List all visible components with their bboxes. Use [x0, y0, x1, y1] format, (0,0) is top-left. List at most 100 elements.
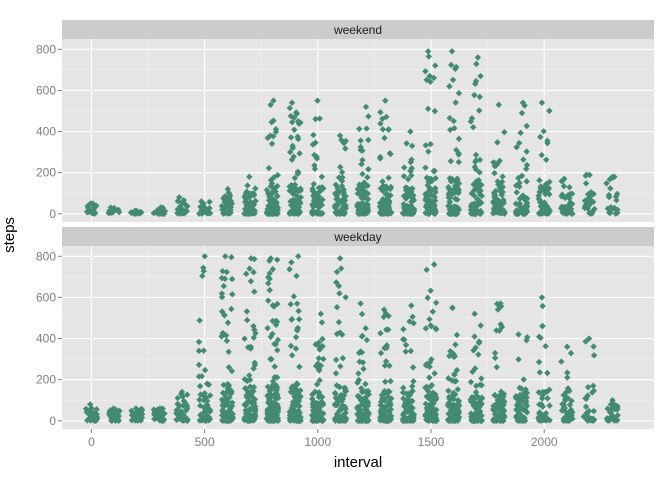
data-point — [206, 198, 213, 206]
data-point — [446, 114, 453, 122]
data-point — [159, 206, 167, 213]
data-point — [377, 153, 384, 161]
data-point — [536, 199, 544, 206]
data-point — [402, 341, 410, 349]
data-point — [399, 389, 407, 396]
data-point — [498, 323, 506, 331]
data-point — [378, 202, 386, 210]
data-point — [339, 415, 346, 422]
data-point — [249, 190, 256, 198]
data-point — [446, 396, 454, 403]
data-point — [455, 402, 463, 409]
data-point — [409, 191, 416, 199]
data-point — [218, 293, 226, 301]
data-point — [450, 117, 457, 125]
data-point — [382, 202, 389, 210]
data-point — [409, 416, 416, 423]
data-point — [400, 384, 407, 392]
data-point — [428, 381, 436, 389]
data-point — [401, 401, 409, 408]
data-point — [520, 156, 527, 163]
data-point — [429, 209, 437, 216]
y-tick-label: 0 — [49, 207, 56, 221]
data-point — [356, 406, 363, 413]
data-point — [431, 197, 439, 204]
data-point — [402, 348, 409, 355]
data-point — [227, 204, 234, 211]
data-point-peak — [538, 99, 546, 106]
data-point — [517, 129, 524, 137]
data-point — [218, 333, 225, 340]
data-point — [544, 369, 551, 377]
data-point — [385, 174, 392, 182]
data-point — [290, 189, 298, 196]
data-point — [318, 201, 326, 209]
data-point — [264, 205, 271, 213]
data-point — [426, 177, 434, 185]
data-point — [218, 290, 226, 297]
data-point — [493, 327, 500, 334]
data-point — [561, 209, 569, 216]
data-point — [250, 405, 257, 413]
data-point — [535, 358, 543, 366]
data-point — [203, 401, 210, 409]
data-point — [250, 365, 257, 372]
data-point — [385, 126, 392, 133]
data-point — [251, 210, 258, 217]
data-point — [270, 196, 277, 203]
data-point — [154, 414, 161, 422]
data-point — [296, 409, 303, 417]
data-point — [560, 182, 568, 190]
data-point — [385, 326, 392, 333]
points-weekday — [82, 253, 621, 424]
data-point — [387, 400, 394, 408]
data-point — [333, 304, 341, 311]
data-point-peak — [317, 310, 324, 318]
data-point — [338, 182, 346, 190]
data-point — [292, 333, 300, 341]
data-point — [433, 406, 440, 414]
data-point — [540, 186, 547, 194]
data-point — [589, 382, 597, 390]
data-point — [498, 178, 506, 186]
data-point — [512, 393, 520, 400]
data-point — [586, 171, 593, 179]
data-point — [518, 416, 525, 424]
data-point — [535, 333, 543, 341]
data-point — [229, 291, 236, 298]
data-point — [221, 402, 229, 409]
data-point — [405, 186, 412, 194]
data-point — [91, 410, 98, 418]
data-point — [319, 335, 326, 343]
data-point — [336, 290, 343, 297]
data-point — [568, 200, 576, 208]
data-point — [271, 363, 278, 370]
data-point — [539, 302, 546, 310]
data-point-peak — [110, 405, 117, 412]
data-point — [538, 151, 545, 159]
data-point — [536, 409, 543, 416]
data-point — [477, 187, 484, 194]
data-point — [566, 184, 573, 191]
data-point — [292, 394, 299, 402]
data-point — [584, 383, 592, 391]
data-point — [272, 414, 280, 422]
data-point — [427, 322, 434, 329]
data-point — [268, 180, 276, 187]
data-point — [377, 329, 384, 337]
data-point — [379, 178, 386, 185]
data-point — [266, 286, 273, 294]
data-point — [359, 416, 367, 423]
gridlines-weekend — [62, 39, 654, 222]
data-point-peak — [560, 175, 568, 183]
data-point — [493, 363, 500, 371]
data-point — [355, 370, 362, 377]
panel-weekend: weekend 0 200 400 600 800 — [36, 20, 654, 222]
data-point — [339, 355, 347, 362]
data-point — [539, 392, 546, 399]
data-point — [477, 322, 484, 329]
data-point — [174, 394, 181, 402]
data-point — [333, 268, 341, 276]
data-point — [377, 413, 385, 420]
data-point — [377, 185, 385, 192]
